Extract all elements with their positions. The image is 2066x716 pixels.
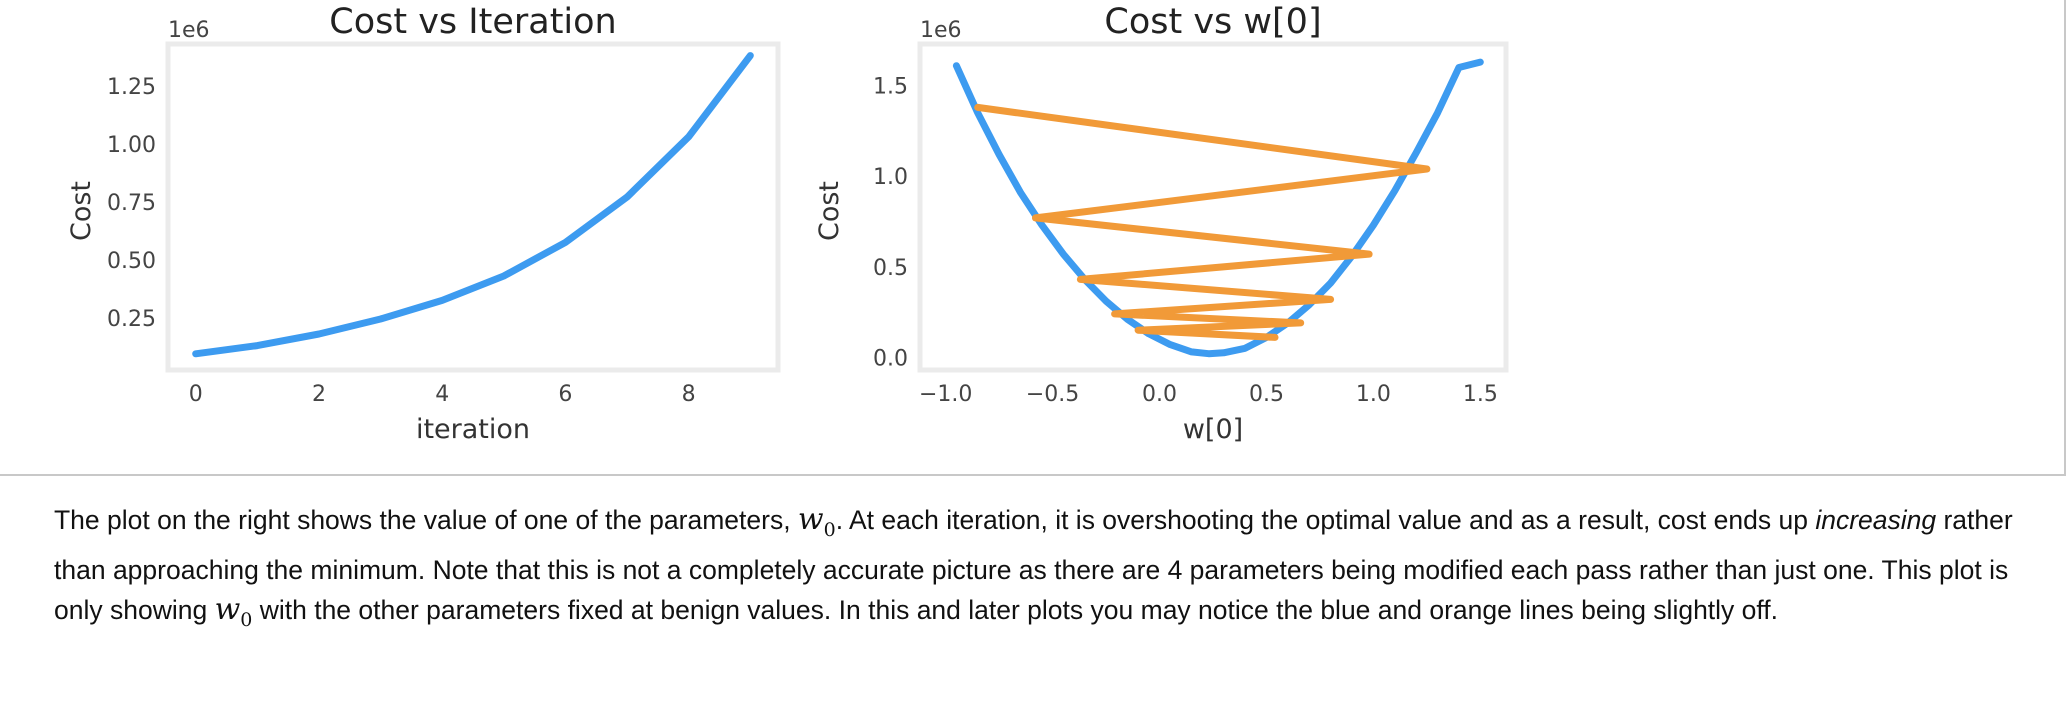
x-tick-label: 2 <box>312 382 326 407</box>
y-tick-label: 0.75 <box>107 191 156 216</box>
y-axis-label: Cost <box>66 181 97 241</box>
x-tick-label: 6 <box>558 382 572 407</box>
cost-curve-line <box>952 58 1484 358</box>
y-tick-label: 0.0 <box>873 346 908 371</box>
caption-part-1: The plot on the right shows the value of… <box>54 505 798 535</box>
x-tick-label: 1.0 <box>1356 382 1391 407</box>
x-tick-label: 0.0 <box>1142 382 1177 407</box>
caption-text: The plot on the right shows the value of… <box>54 500 2044 640</box>
cost-series-line <box>192 52 754 358</box>
y-axis-label: Cost <box>814 181 845 241</box>
x-axis-label: iteration <box>416 414 530 445</box>
y-tick-label: 1.00 <box>107 133 156 158</box>
notebook-output-cell: 0 2 4 6 8 0.25 0.50 0.75 1.00 1.25 1e6 Cost vs Iter… <box>0 0 2066 476</box>
math-w0: w0 <box>797 502 836 541</box>
math-w0-second: w0 <box>214 592 253 631</box>
y-tick-label: 1.25 <box>107 75 156 100</box>
math-w-symbol: w <box>797 502 824 537</box>
cost-vs-w0-chart: −1.0 −0.5 0.0 0.5 1.0 1.5 0.0 0.5 1.0 1.5 1e6 Cost … <box>814 2 1509 445</box>
caption-emphasis: increasing <box>1815 505 1937 535</box>
cost-vs-iteration-chart: 0 2 4 6 8 0.25 0.50 0.75 1.00 1.25 1e6 Cost vs Iter… <box>66 2 781 445</box>
y-tick-label: 1.0 <box>873 165 908 190</box>
y-tick-label: 1.5 <box>873 75 908 100</box>
orange-step-path <box>974 103 1431 341</box>
x-tick-label: −1.0 <box>919 382 972 407</box>
y-tick-label: 0.25 <box>107 307 156 332</box>
x-tick-label: 8 <box>682 382 696 407</box>
math-subscript: 0 <box>240 609 253 631</box>
x-tick-label: 1.5 <box>1463 382 1498 407</box>
chart-title: Cost vs w[0] <box>1104 2 1321 42</box>
caption-part-3: rather than approaching the minimum. Not… <box>54 505 2013 625</box>
x-axis-label: w[0] <box>1183 414 1243 445</box>
x-tick-label: −0.5 <box>1026 382 1079 407</box>
caption-part-4: with the other parameters fixed at benig… <box>252 595 1779 625</box>
y-offset-label: 1e6 <box>168 18 210 43</box>
y-tick-label: 0.5 <box>873 256 908 281</box>
chart-title: Cost vs Iteration <box>329 2 616 42</box>
x-tick-label: 0 <box>189 382 203 407</box>
caption-part-2: . At each iteration, it is overshooting … <box>835 505 1816 535</box>
x-tick-label: 4 <box>435 382 449 407</box>
figure: 0 2 4 6 8 0.25 0.50 0.75 1.00 1.25 1e6 Cost vs Iter… <box>66 2 1509 445</box>
math-w-symbol: w <box>214 592 241 627</box>
axes-frame <box>917 41 1509 373</box>
y-offset-label: 1e6 <box>920 18 962 43</box>
y-tick-label: 0.50 <box>107 249 156 274</box>
math-subscript: 0 <box>823 519 836 541</box>
axes-frame <box>165 41 781 373</box>
x-tick-label: 0.5 <box>1249 382 1284 407</box>
